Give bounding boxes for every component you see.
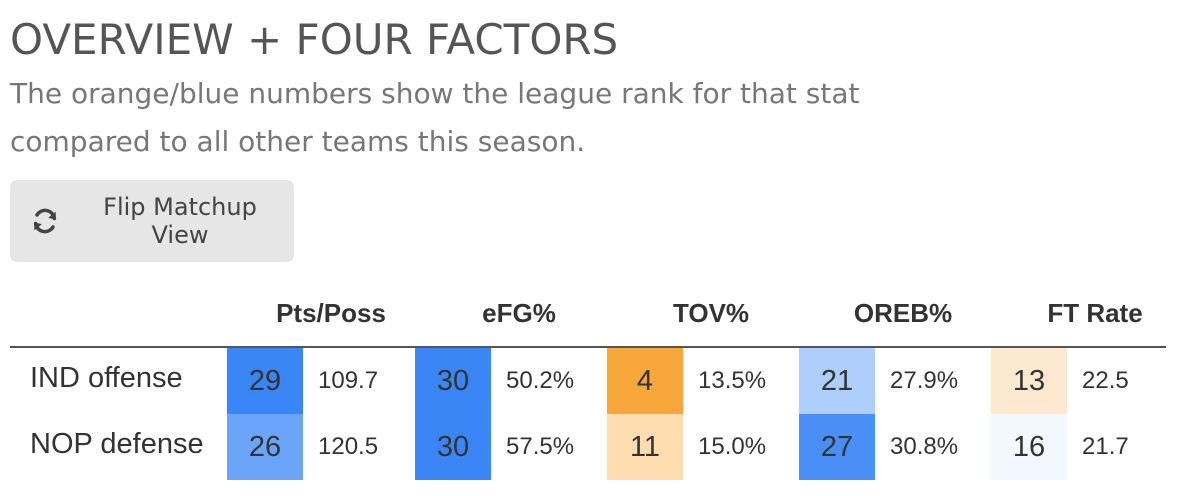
refresh-icon <box>30 206 60 236</box>
column-header: eFG% <box>482 298 556 328</box>
value-cell: 21.7 <box>1082 433 1129 460</box>
row-label: NOP defense <box>30 428 204 460</box>
value-cell: 120.5 <box>318 433 379 460</box>
page-subtitle: The orange/blue numbers show the league … <box>10 70 859 166</box>
value-cell: 15.0% <box>698 433 767 460</box>
subtitle-line-2: compared to all other teams this season. <box>10 125 586 158</box>
rank-cell: 4 <box>607 348 683 414</box>
value-cell: 50.2% <box>506 367 575 394</box>
rank-cell: 26 <box>227 414 303 480</box>
column-header: TOV% <box>672 298 750 328</box>
column-header: FT Rate <box>1047 298 1143 328</box>
column-header: OREB% <box>853 298 953 328</box>
table-row: NOP defense 26 120.5 30 57.5% 11 15.0% 2… <box>10 414 1166 480</box>
value-cell: 57.5% <box>506 433 575 460</box>
rank-cell: 30 <box>415 348 491 414</box>
four-factors-table: Pts/Poss eFG% TOV% OREB% FT Rate IND off… <box>10 296 1166 480</box>
flip-matchup-button[interactable]: Flip Matchup View <box>10 180 294 262</box>
rank-cell: 13 <box>991 348 1067 414</box>
value-cell: 30.8% <box>890 433 959 460</box>
value-cell: 22.5 <box>1082 367 1129 394</box>
value-cell: 13.5% <box>698 367 767 394</box>
column-header: Pts/Poss <box>276 298 386 328</box>
row-label: IND offense <box>30 362 183 394</box>
flip-matchup-label: Flip Matchup View <box>103 193 257 249</box>
rank-cell: 27 <box>799 414 875 480</box>
page-title: OVERVIEW + FOUR FACTORS <box>10 15 619 64</box>
rank-cell: 30 <box>415 414 491 480</box>
table-row: IND offense 29 109.7 30 50.2% 4 13.5% 21… <box>10 348 1166 414</box>
value-cell: 27.9% <box>890 367 959 394</box>
rank-cell: 16 <box>991 414 1067 480</box>
rank-cell: 29 <box>227 348 303 414</box>
rank-cell: 11 <box>607 414 683 480</box>
rank-cell: 21 <box>799 348 875 414</box>
table-header: Pts/Poss eFG% TOV% OREB% FT Rate <box>10 296 1166 348</box>
subtitle-line-1: The orange/blue numbers show the league … <box>10 77 860 110</box>
value-cell: 109.7 <box>318 367 379 394</box>
